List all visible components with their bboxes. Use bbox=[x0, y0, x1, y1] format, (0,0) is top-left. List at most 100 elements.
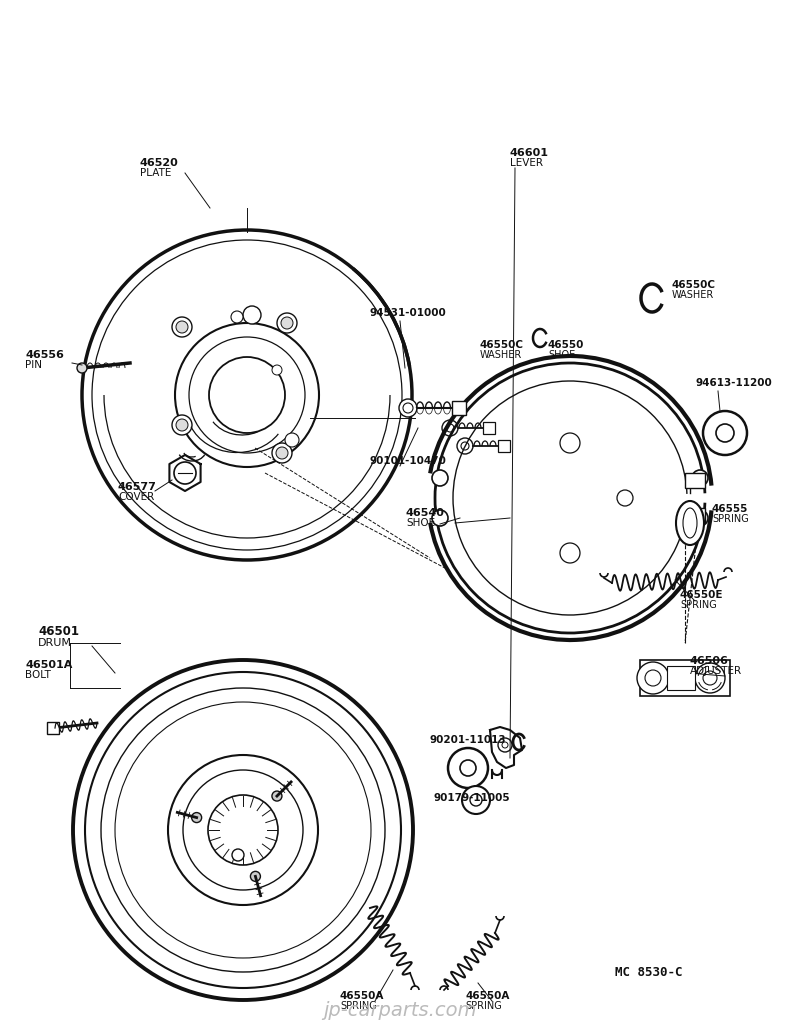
Circle shape bbox=[560, 543, 580, 563]
Circle shape bbox=[172, 415, 192, 435]
Text: PIN: PIN bbox=[25, 360, 42, 370]
Circle shape bbox=[716, 424, 734, 442]
Text: 46601: 46601 bbox=[510, 148, 549, 158]
Text: DRUM: DRUM bbox=[38, 638, 72, 648]
Bar bbox=[483, 423, 495, 434]
Circle shape bbox=[637, 662, 669, 694]
Bar bbox=[685, 508, 705, 523]
Text: 46556: 46556 bbox=[25, 350, 64, 360]
Bar bbox=[47, 722, 59, 734]
Circle shape bbox=[285, 433, 299, 447]
Circle shape bbox=[176, 321, 188, 333]
Circle shape bbox=[101, 688, 385, 972]
Text: PLATE: PLATE bbox=[140, 168, 171, 178]
Circle shape bbox=[92, 240, 402, 550]
Text: LEVER: LEVER bbox=[510, 158, 543, 168]
Circle shape bbox=[617, 490, 633, 506]
Text: 46550A: 46550A bbox=[465, 991, 510, 1001]
Text: MC 8530-C: MC 8530-C bbox=[615, 966, 682, 980]
Text: 46550: 46550 bbox=[548, 340, 584, 350]
Circle shape bbox=[277, 313, 297, 333]
Circle shape bbox=[183, 770, 303, 890]
Circle shape bbox=[448, 748, 488, 788]
Circle shape bbox=[276, 447, 288, 458]
Text: 46540: 46540 bbox=[406, 508, 445, 518]
Circle shape bbox=[703, 671, 717, 685]
Circle shape bbox=[432, 510, 448, 526]
Circle shape bbox=[243, 306, 261, 324]
Circle shape bbox=[502, 742, 508, 748]
Circle shape bbox=[231, 311, 243, 323]
Text: 46550E: 46550E bbox=[680, 590, 723, 600]
Circle shape bbox=[457, 438, 473, 454]
Bar bbox=[667, 666, 695, 690]
Bar bbox=[498, 440, 510, 452]
Circle shape bbox=[168, 755, 318, 905]
Circle shape bbox=[272, 365, 282, 375]
Circle shape bbox=[461, 442, 469, 450]
Text: 46577: 46577 bbox=[118, 482, 157, 492]
Text: 46550A: 46550A bbox=[340, 991, 384, 1001]
Circle shape bbox=[462, 786, 490, 814]
Text: 46501: 46501 bbox=[38, 625, 79, 638]
Circle shape bbox=[209, 357, 285, 433]
Circle shape bbox=[115, 702, 371, 958]
Circle shape bbox=[470, 794, 482, 806]
Text: 46555: 46555 bbox=[712, 504, 748, 514]
Circle shape bbox=[454, 403, 464, 413]
Circle shape bbox=[703, 411, 747, 455]
Circle shape bbox=[189, 337, 305, 453]
Text: WASHER: WASHER bbox=[480, 350, 522, 360]
Text: ADJUSTER: ADJUSTER bbox=[690, 666, 742, 676]
Circle shape bbox=[175, 323, 319, 467]
Circle shape bbox=[272, 443, 292, 463]
Circle shape bbox=[560, 433, 580, 453]
Circle shape bbox=[77, 363, 87, 373]
Circle shape bbox=[272, 792, 282, 801]
Text: 90101-10470: 90101-10470 bbox=[370, 456, 447, 466]
Circle shape bbox=[174, 462, 196, 484]
Circle shape bbox=[176, 419, 188, 431]
Circle shape bbox=[498, 738, 512, 752]
Text: COVER: COVER bbox=[118, 492, 154, 502]
Text: 90201-11013: 90201-11013 bbox=[430, 735, 506, 745]
Bar bbox=[685, 473, 705, 488]
Text: SPRING: SPRING bbox=[465, 1001, 502, 1011]
Text: 46550C: 46550C bbox=[480, 340, 524, 350]
Text: SPRING: SPRING bbox=[712, 514, 749, 524]
Text: 90179-11005: 90179-11005 bbox=[434, 793, 510, 803]
Ellipse shape bbox=[676, 501, 704, 545]
Circle shape bbox=[281, 317, 293, 329]
Circle shape bbox=[399, 399, 417, 417]
Circle shape bbox=[82, 230, 412, 560]
Text: 94531-01000: 94531-01000 bbox=[370, 308, 446, 318]
Circle shape bbox=[85, 672, 401, 988]
Text: SHOE: SHOE bbox=[406, 518, 435, 528]
Text: 46506: 46506 bbox=[690, 656, 729, 666]
Circle shape bbox=[250, 872, 261, 881]
Circle shape bbox=[172, 317, 192, 337]
Text: SPRING: SPRING bbox=[680, 600, 717, 610]
Text: 94613-11200: 94613-11200 bbox=[695, 378, 772, 388]
Bar bbox=[640, 660, 730, 696]
Circle shape bbox=[432, 470, 448, 486]
Circle shape bbox=[403, 403, 413, 413]
Text: jp-carparts.com: jp-carparts.com bbox=[323, 1000, 477, 1020]
Text: 46520: 46520 bbox=[140, 158, 178, 168]
Circle shape bbox=[460, 760, 476, 776]
Text: 46550C: 46550C bbox=[672, 280, 716, 290]
Circle shape bbox=[192, 812, 202, 822]
Text: 46501A: 46501A bbox=[25, 660, 72, 670]
Circle shape bbox=[73, 660, 413, 1000]
Circle shape bbox=[442, 420, 458, 436]
Circle shape bbox=[692, 510, 708, 526]
Circle shape bbox=[232, 849, 244, 861]
Text: SPRING: SPRING bbox=[340, 1001, 377, 1011]
Text: WASHER: WASHER bbox=[672, 290, 714, 300]
Text: BOLT: BOLT bbox=[25, 670, 51, 680]
Circle shape bbox=[208, 795, 278, 865]
Ellipse shape bbox=[683, 508, 697, 538]
Circle shape bbox=[446, 424, 454, 432]
Circle shape bbox=[692, 470, 708, 486]
Circle shape bbox=[645, 670, 661, 686]
